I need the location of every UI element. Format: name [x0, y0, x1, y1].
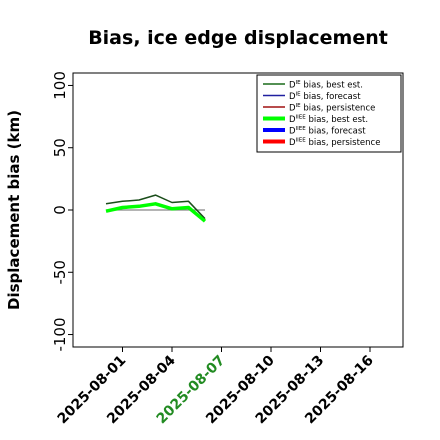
legend-label: DIIEE bias, forecast	[289, 126, 366, 137]
plot-frame	[72, 72, 404, 348]
legend-label: DIIEE bias, persistence	[289, 138, 380, 149]
y-tick-label: 50	[51, 138, 69, 157]
legend: DIE bias, best est.DIE bias, forecastDIE…	[256, 74, 402, 153]
legend-label: DIE bias, forecast	[289, 92, 361, 103]
y-tick-label: 100	[51, 71, 69, 100]
legend-label: DIIEE bias, best est.	[289, 115, 368, 126]
chart-title: Bias, ice edge displacement	[88, 27, 388, 49]
y-axis-label: Displacement bias (km)	[5, 110, 23, 310]
legend-label: DIE bias, best est.	[289, 80, 363, 91]
y-tick-label: 0	[51, 205, 69, 215]
series-line	[105, 202, 207, 223]
y-tick-label: -100	[51, 318, 69, 352]
y-tick-label: -50	[51, 260, 69, 285]
legend-label: DIE bias, persistence	[289, 103, 375, 114]
series-line	[105, 194, 206, 220]
legend-box	[256, 74, 402, 153]
